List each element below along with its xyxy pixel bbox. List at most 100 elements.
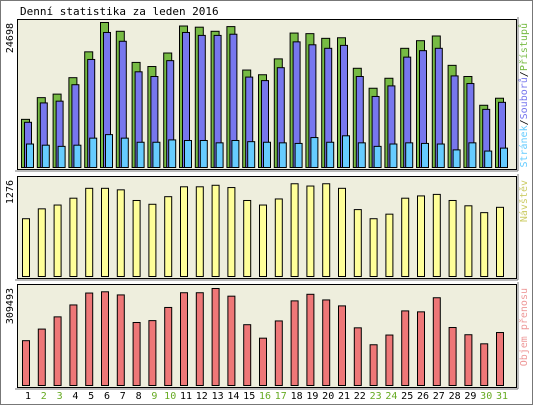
bar-kbytes [211, 288, 220, 386]
bar-visits [164, 196, 173, 277]
x-tick-label: 7 [120, 391, 126, 402]
bar-visits [385, 213, 394, 278]
bar-pages [168, 139, 177, 169]
x-tick-label: 1 [25, 391, 31, 402]
bar-visits [432, 193, 441, 277]
bar-visits [353, 209, 362, 278]
x-tick-label: 14 [227, 391, 239, 402]
bar-visits [22, 218, 30, 278]
bar-pages [278, 142, 287, 168]
bar-kbytes [322, 299, 331, 386]
bar-kbytes [369, 344, 378, 387]
bar-kbytes [480, 343, 489, 387]
bar-visits [496, 206, 504, 278]
bar-kbytes [448, 327, 457, 386]
bar-pages [421, 142, 429, 169]
x-tick-label: 6 [104, 391, 110, 402]
x-tick-label: 3 [57, 391, 63, 402]
bar-visits [85, 187, 94, 277]
bar-pages [436, 143, 445, 168]
x-tick-label: 4 [72, 391, 78, 402]
bar-kbytes [401, 310, 410, 387]
bar-visits [338, 187, 346, 277]
x-tick-label: 8 [136, 391, 142, 402]
bar-visits [480, 212, 489, 277]
bar-pages [326, 141, 335, 168]
bar-kbytes [53, 316, 62, 386]
bar-pages [342, 135, 350, 168]
bar-pages [215, 142, 224, 168]
bar-visits [243, 199, 252, 277]
bar-kbytes [37, 328, 46, 386]
bar-visits [211, 184, 220, 278]
bar-visits [369, 218, 378, 278]
bar-pages [105, 134, 113, 169]
bar-kbytes [306, 293, 315, 386]
bar-visits [322, 183, 331, 277]
bar-pages [199, 139, 208, 168]
x-tick-label: 2 [41, 391, 47, 402]
bar-visits [101, 187, 109, 277]
x-tick-label: 30 [480, 391, 492, 402]
bar-pages [136, 141, 145, 168]
bar-kbytes [259, 337, 267, 387]
bar-visits [116, 189, 125, 278]
y-max-label: 1276 [5, 180, 16, 204]
x-tick-label: 28 [449, 391, 461, 402]
x-tick-label: 13 [212, 391, 224, 402]
x-tick-label: 25 [401, 391, 413, 402]
bar-visits [417, 195, 425, 277]
bar-kbytes [290, 300, 299, 386]
bar-kbytes [274, 320, 283, 386]
bar-kbytes [338, 305, 346, 387]
legend-item: Přístupů [518, 23, 530, 71]
bar-visits [227, 187, 236, 278]
legend-separator: / [519, 119, 530, 125]
bar-visits [180, 186, 188, 277]
bar-pages [468, 142, 477, 168]
bar-pages [41, 144, 50, 169]
bar-visits [69, 197, 78, 277]
bar-kbytes [69, 304, 78, 387]
x-tick-label: 20 [322, 391, 334, 402]
bar-pages [263, 141, 271, 168]
bar-visits [448, 199, 457, 277]
bar-visits [290, 183, 299, 277]
bar-kbytes [496, 332, 504, 386]
bar-kbytes [243, 324, 252, 386]
y-max-label: 309493 [5, 288, 16, 324]
bar-kbytes [353, 327, 362, 386]
bar-pages [452, 149, 461, 168]
bar-visits [401, 197, 410, 277]
x-tick-label: 24 [385, 391, 397, 402]
bar-visits [53, 204, 62, 277]
x-tick-label: 15 [243, 391, 255, 402]
x-tick-label: 10 [164, 391, 176, 402]
bar-pages [500, 147, 508, 168]
legend-item: Návštěv [518, 180, 530, 222]
bar-pages [231, 139, 240, 168]
bar-visits [274, 198, 283, 277]
bar-pages [294, 142, 303, 169]
bar-visits [259, 204, 267, 277]
bar-pages [120, 137, 129, 169]
bar-visits [464, 205, 473, 277]
bar-pages [405, 142, 414, 168]
bar-visits [306, 185, 315, 277]
x-tick-label: 23 [370, 391, 382, 402]
bar-pages [310, 137, 319, 168]
bar-kbytes [432, 297, 441, 386]
x-tick-label: 16 [259, 391, 271, 402]
x-tick-label: 31 [496, 391, 508, 402]
bar-kbytes [417, 311, 425, 387]
bar-kbytes [22, 340, 30, 387]
y-max-label: 24698 [5, 23, 16, 53]
x-tick-label: 11 [180, 391, 192, 402]
bar-pages [247, 141, 256, 169]
bar-pages [26, 143, 34, 168]
x-tick-label: 22 [354, 391, 366, 402]
bar-pages [484, 150, 493, 168]
bar-kbytes [195, 292, 204, 386]
